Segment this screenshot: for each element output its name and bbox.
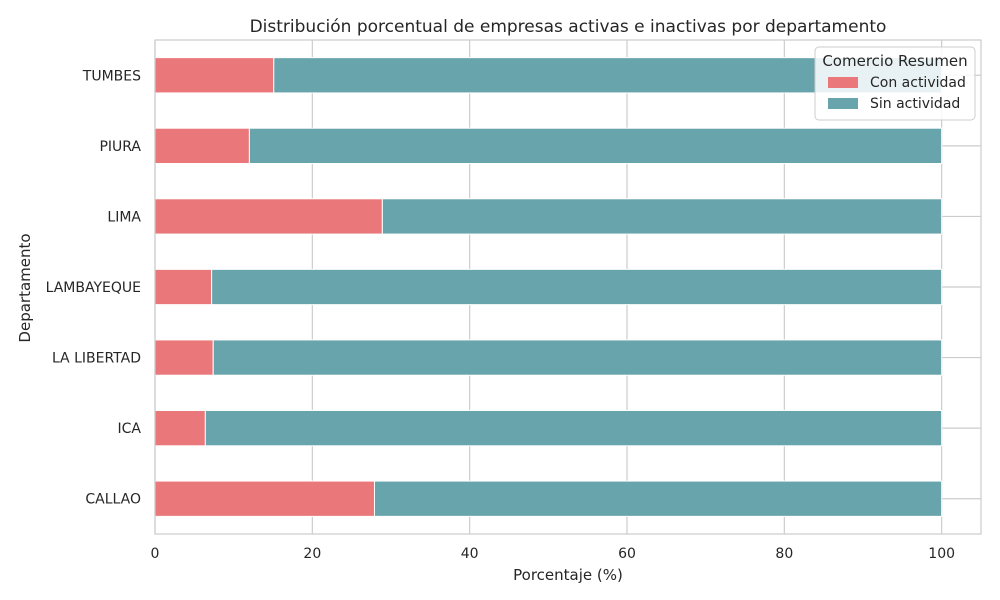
legend: Comercio Resumen Con actividad Sin activid… xyxy=(814,46,976,121)
legend-swatch xyxy=(828,77,858,88)
y-tick-label: LA LIBERTAD xyxy=(52,351,141,367)
x-axis-label: Porcentaje (%) xyxy=(513,566,623,584)
legend-title: Comercio Resumen xyxy=(822,52,967,70)
y-tick-label: PIURA xyxy=(99,139,141,155)
bar-con-actividad xyxy=(154,57,275,94)
bar-con-actividad xyxy=(154,480,375,517)
x-tick-label: 20 xyxy=(303,546,321,562)
bar-sin-actividad xyxy=(381,198,943,235)
bar-sin-actividad xyxy=(212,339,943,376)
bar-sin-actividad xyxy=(211,268,943,306)
x-tick-label: 100 xyxy=(928,546,955,562)
bar-con-actividad xyxy=(154,127,250,164)
x-tick-label: 60 xyxy=(618,546,636,562)
y-tick-label: CALLAO xyxy=(85,492,141,508)
y-tick-label: TUMBES xyxy=(82,68,141,84)
y-tick-label: LIMA xyxy=(107,209,141,225)
bar-con-actividad xyxy=(154,198,383,235)
y-axis-label: Departamento xyxy=(16,233,34,342)
bar-sin-actividad xyxy=(248,127,943,164)
bar-sin-actividad xyxy=(204,410,943,447)
y-tick-label: ICA xyxy=(118,421,142,437)
x-tick-labels: 0 20 40 60 80 100 xyxy=(151,546,955,562)
x-tick-label: 40 xyxy=(461,546,479,562)
y-tick-label: LAMBAYEQUE xyxy=(46,280,141,296)
bar-con-actividad xyxy=(154,339,214,376)
x-tick-label: 0 xyxy=(151,546,160,562)
chart-title: Distribución porcentual de empresas acti… xyxy=(250,17,887,37)
plot-border xyxy=(154,39,982,535)
bar-con-actividad xyxy=(154,268,213,306)
legend-swatch xyxy=(828,98,858,109)
bar-con-actividad xyxy=(154,410,206,447)
plot-frame xyxy=(154,39,982,535)
bar-sin-actividad xyxy=(373,480,943,517)
legend-label: Sin actividad xyxy=(870,96,960,112)
legend-label: Con actividad xyxy=(870,75,966,91)
bars xyxy=(154,57,943,517)
y-tick-labels: TUMBES PIURA LIMA LAMBAYEQUE LA LIBERTAD ICA C… xyxy=(46,68,142,507)
x-tick-label: 80 xyxy=(775,546,793,562)
